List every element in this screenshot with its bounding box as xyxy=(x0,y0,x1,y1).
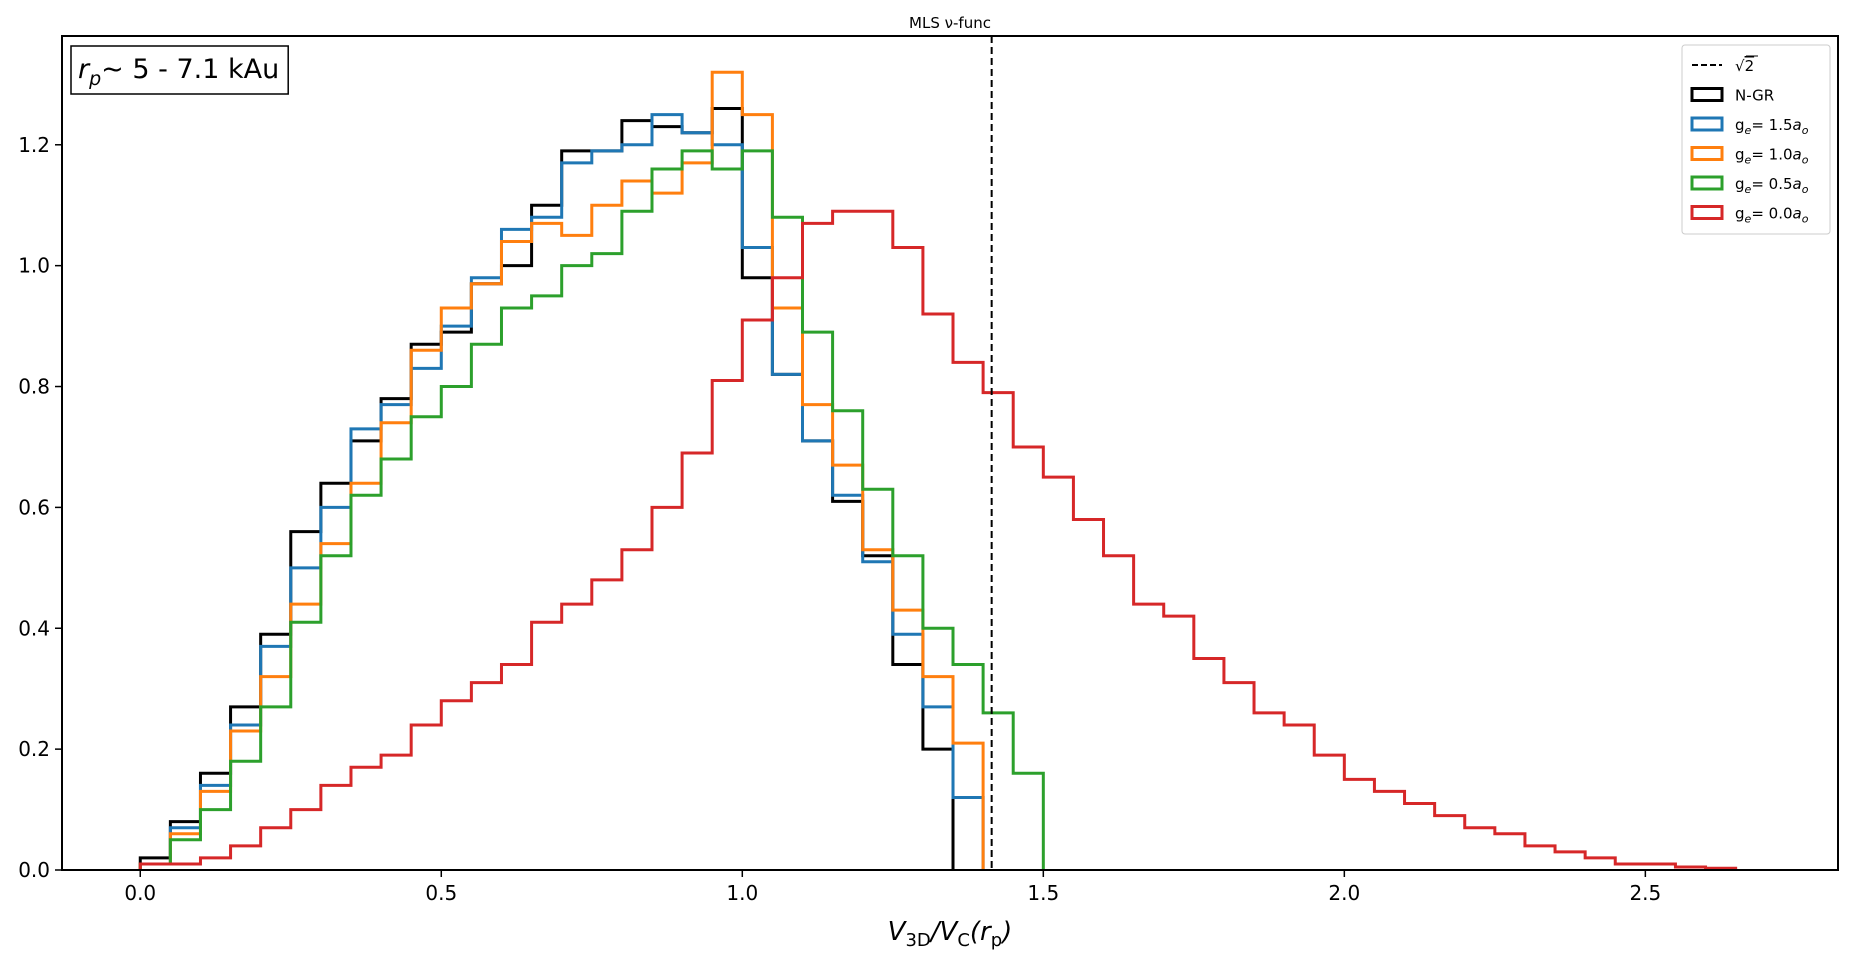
legend-label-sub-o: o xyxy=(1802,154,1809,167)
y-tick-label: 0.6 xyxy=(18,495,50,519)
x-axis-label: V3D/VC(rp) xyxy=(888,917,1013,951)
axes-frame xyxy=(61,35,1839,871)
legend-swatch xyxy=(1690,205,1724,220)
legend-sqrt2-arg: 2 xyxy=(1745,57,1755,75)
x-label-part: /V xyxy=(929,917,960,947)
x-tick-label: 0.0 xyxy=(124,881,156,905)
legend-label-sub-e: e xyxy=(1745,213,1752,226)
annotation-box xyxy=(70,45,289,95)
annotation-sub: p xyxy=(88,68,101,90)
legend-label-g: g xyxy=(1735,146,1745,164)
legend-swatch xyxy=(1690,116,1724,132)
x-tick-label: 1.5 xyxy=(1027,881,1059,905)
legend-entry-ge-0-0ao: ge= 0.0ao xyxy=(1690,205,1809,226)
legend-label-g: g xyxy=(1735,205,1745,223)
legend-label-value: = 0.5 xyxy=(1751,175,1792,193)
x-label-part: ) xyxy=(1000,917,1012,947)
y-tick-label: 1.0 xyxy=(18,254,50,278)
y-tick-label: 0.4 xyxy=(18,616,50,640)
chart-title: MLS ν-func xyxy=(909,14,991,32)
y-tick-label: 0.2 xyxy=(18,737,50,761)
x-label-subscript: C xyxy=(957,930,970,951)
series-ge-1-5ao-step xyxy=(138,113,985,870)
legend-label: ge= 0.5ao xyxy=(1735,175,1809,196)
legend-label-sub-o: o xyxy=(1802,183,1809,196)
series-layer xyxy=(138,70,1738,870)
y-tick-label: 0.8 xyxy=(18,375,50,399)
annotation-r: r xyxy=(78,54,91,85)
legend-sqrt2-label: √2 xyxy=(1735,57,1754,75)
legend-label: ge= 1.5ao xyxy=(1735,116,1809,137)
x-label-part: V xyxy=(888,917,908,947)
legend-swatch xyxy=(1690,146,1724,161)
x-tick-label: 0.5 xyxy=(425,881,457,905)
series-ge-1-0ao-step xyxy=(138,70,985,870)
x-tick-label: 2.0 xyxy=(1328,881,1360,905)
x-label-part: (r xyxy=(970,917,993,947)
legend-label-a: a xyxy=(1793,146,1802,164)
legend-label-g: g xyxy=(1735,175,1745,193)
legend-label-g: g xyxy=(1735,116,1745,134)
y-tick-label: 1.2 xyxy=(18,133,50,157)
legend-box xyxy=(1681,44,1831,235)
legend-label-a: a xyxy=(1793,116,1802,134)
annotation-range: ∼ 5 - 7.1 kAu xyxy=(101,54,279,85)
legend-entry-n-gr: N-GR xyxy=(1690,87,1774,105)
rp-range-annotation: rp∼ 5 - 7.1 kAu xyxy=(70,45,289,95)
legend-label: N-GR xyxy=(1735,87,1774,105)
plot-area xyxy=(61,35,1839,871)
legend-label-value: = 1.5 xyxy=(1751,116,1792,134)
legend-label: ge= 0.0ao xyxy=(1735,205,1809,226)
x-label-subscript: p xyxy=(991,930,1002,951)
legend-entry-sqrt2: √2 xyxy=(1692,55,1758,75)
legend-entry-ge-1-5ao: ge= 1.5ao xyxy=(1690,116,1809,137)
legend-swatch xyxy=(1690,87,1724,102)
legend-label-value: = 1.0 xyxy=(1751,146,1792,164)
legend-sqrt2-root: √ xyxy=(1735,57,1745,75)
legend-label-sub-o: o xyxy=(1802,124,1809,137)
series-ge-0-0ao-step xyxy=(138,209,1738,870)
legend-label-a: a xyxy=(1793,175,1802,193)
y-axis-ticks: 0.0 0.2 0.4 0.6 0.8 1.0 1.2 xyxy=(18,133,62,882)
legend-label-sub-o: o xyxy=(1802,213,1809,226)
legend-entry-ge-1-0ao: ge= 1.0ao xyxy=(1690,146,1809,167)
x-tick-label: 1.0 xyxy=(726,881,758,905)
x-tick-label: 2.5 xyxy=(1629,881,1661,905)
legend-label-sub-e: e xyxy=(1745,124,1752,137)
legend-label-sub-e: e xyxy=(1745,154,1752,167)
legend-label: ge= 1.0ao xyxy=(1735,146,1809,167)
annotation-text: rp∼ 5 - 7.1 kAu xyxy=(78,54,279,90)
x-axis-ticks: 0.0 0.5 1.0 1.5 2.0 2.5 xyxy=(124,870,1661,905)
series-ge-0-5ao-step xyxy=(138,149,1045,870)
x-label-subscript: 3D xyxy=(905,930,930,951)
legend-swatch xyxy=(1690,175,1724,191)
legend-entry-ge-0-5ao: ge= 0.5ao xyxy=(1690,175,1809,196)
legend-label-value: = 0.0 xyxy=(1751,205,1792,223)
y-tick-label: 0.0 xyxy=(18,858,50,882)
legend-label-sub-e: e xyxy=(1745,183,1752,196)
legend-label-a: a xyxy=(1793,205,1802,223)
